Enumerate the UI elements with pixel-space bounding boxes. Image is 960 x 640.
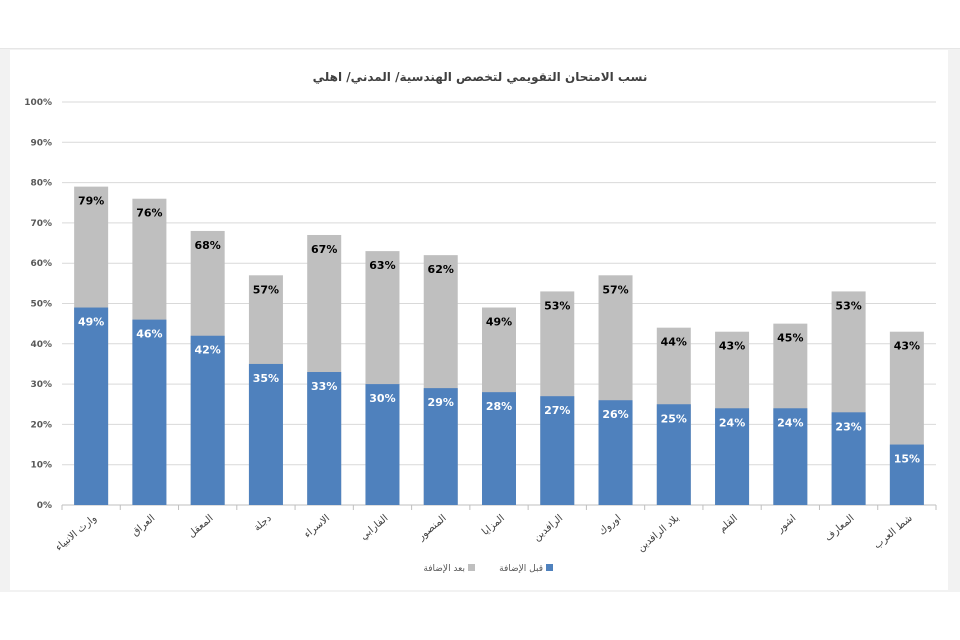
data-label-after: 67% <box>311 243 337 256</box>
data-label-before: 24% <box>719 416 745 429</box>
data-label-before: 24% <box>777 416 803 429</box>
x-tick-label: الاسراء <box>302 513 332 541</box>
x-tick-label: اوروك <box>597 513 624 538</box>
x-tick-label: المعارف <box>823 513 857 544</box>
data-label-before: 42% <box>194 344 220 357</box>
data-label-before: 29% <box>428 396 454 409</box>
data-label-after: 43% <box>894 340 920 353</box>
x-tick-label: الرافدين <box>532 513 566 544</box>
y-tick-label: 60% <box>30 259 52 269</box>
data-label-after: 44% <box>661 336 687 349</box>
data-label-after: 79% <box>78 195 104 208</box>
data-label-before: 27% <box>544 404 570 417</box>
data-label-before: 23% <box>835 420 861 433</box>
legend: قبل الإضافة بعد الإضافة <box>423 564 553 574</box>
y-tick-label: 80% <box>30 179 52 189</box>
x-tick-label: بلاد الرافدين <box>636 513 682 554</box>
bar-before <box>482 392 516 505</box>
data-label-after: 68% <box>194 239 220 252</box>
y-tick-label: 30% <box>30 380 52 390</box>
y-tick-label: 10% <box>30 461 52 471</box>
data-label-before: 33% <box>311 380 337 393</box>
x-tick-label: دجلة <box>252 513 274 534</box>
bar-before <box>307 372 342 505</box>
y-tick-label: 0% <box>37 501 52 511</box>
x-tick-label: اشور <box>774 513 798 536</box>
data-label-after: 76% <box>136 207 162 220</box>
chart-title: نسب الامتحان التقويمي لتخصص الهندسية/ ال… <box>313 70 648 85</box>
y-tick-label: 90% <box>30 138 52 148</box>
data-label-after: 57% <box>602 283 628 296</box>
bar-before <box>365 384 400 505</box>
bar-before <box>831 412 866 505</box>
data-label-before: 26% <box>602 408 628 421</box>
data-label-after: 49% <box>486 316 512 329</box>
data-label-before: 46% <box>136 328 162 341</box>
y-tick-label: 70% <box>30 219 52 229</box>
x-tick-label: العراق <box>130 513 158 539</box>
x-tick-label: الفارابي <box>358 513 390 542</box>
x-tick-label: المعقل <box>186 513 215 540</box>
bottom-bar <box>0 592 960 640</box>
bar-before <box>540 396 575 505</box>
data-label-after: 53% <box>835 299 861 312</box>
y-tick-label: 40% <box>30 340 52 350</box>
data-label-after: 43% <box>719 340 745 353</box>
legend-swatch-after <box>468 564 475 571</box>
bar-before <box>889 444 924 505</box>
data-label-before: 15% <box>894 453 920 466</box>
legend-label-before: قبل الإضافة <box>499 564 543 574</box>
bar-before <box>248 363 283 505</box>
y-tick-label: 100% <box>24 98 52 108</box>
x-tick-label: القلم <box>717 513 740 535</box>
legend-swatch-before <box>546 564 553 571</box>
x-tick-label: المنصور <box>415 513 448 543</box>
legend-label-after: بعد الإضافة <box>423 564 465 574</box>
bar-before <box>132 319 167 505</box>
y-tick-label: 50% <box>30 300 52 310</box>
data-label-after: 45% <box>777 332 803 345</box>
data-label-before: 49% <box>78 316 104 329</box>
x-tick-label: وارث الانبياء <box>54 513 100 554</box>
bar-before <box>773 408 808 505</box>
bar-before <box>598 400 633 505</box>
data-label-before: 25% <box>661 412 687 425</box>
y-tick-label: 20% <box>30 420 52 430</box>
bar-before <box>423 388 458 505</box>
top-bar <box>0 0 960 49</box>
data-label-before: 35% <box>253 372 279 385</box>
data-label-before: 30% <box>369 392 395 405</box>
data-label-before: 28% <box>486 400 512 413</box>
x-tick-label: المزايا <box>480 513 507 538</box>
bar-before <box>74 307 109 505</box>
data-label-after: 63% <box>369 259 395 272</box>
bar-before <box>715 408 750 505</box>
bar-before <box>190 335 225 505</box>
data-label-after: 62% <box>428 263 454 276</box>
x-tick-label: شط العرب <box>872 513 915 551</box>
data-label-after: 57% <box>253 283 279 296</box>
bar-before <box>656 404 691 505</box>
data-label-after: 53% <box>544 299 570 312</box>
